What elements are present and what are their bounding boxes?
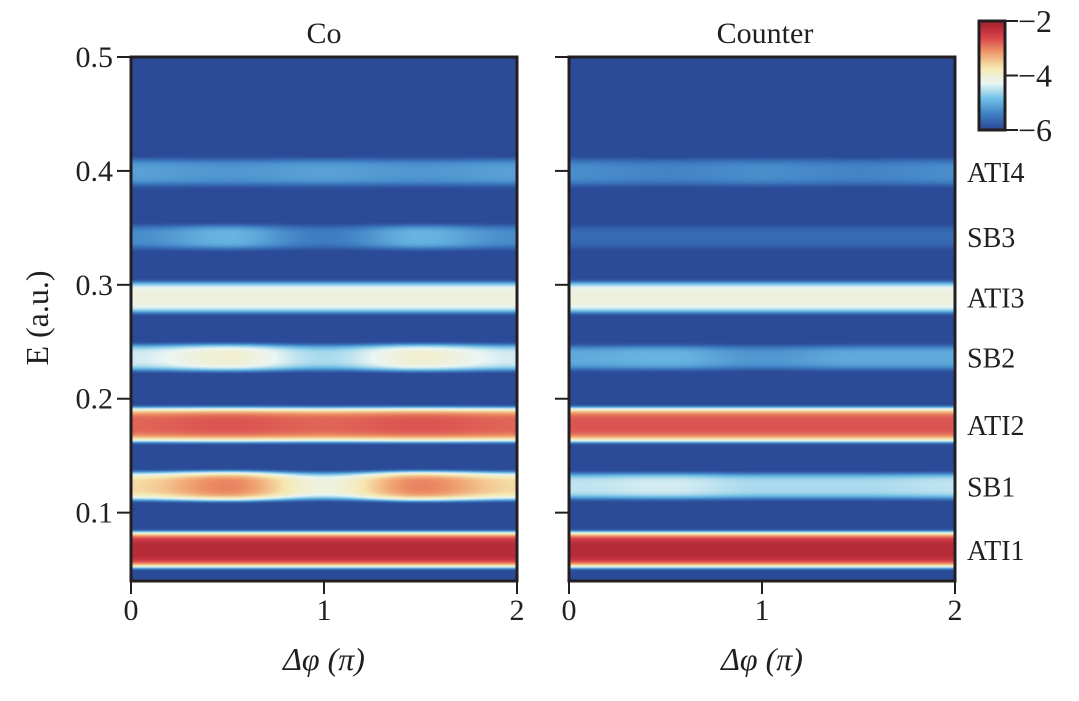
colorbar-tick-label: −4 — [1018, 58, 1052, 94]
panel-title-co: Co — [306, 17, 341, 50]
x-tick-label: 2 — [948, 594, 963, 627]
colorbar-tick-label: −6 — [1018, 112, 1052, 148]
panel-frame — [129, 55, 519, 583]
heatmap-counter — [569, 57, 955, 581]
band-label-sb3: SB3 — [967, 223, 1015, 254]
panel-title-counter: Counter — [717, 17, 814, 50]
x-axis-label-co: Δφ (π) — [281, 641, 365, 677]
y-tick-label: 0.3 — [76, 269, 114, 302]
band-label-ati1: ATI1 — [967, 536, 1025, 567]
colorbar-tick-label: −2 — [1018, 3, 1052, 39]
x-tick-label: 0 — [124, 594, 139, 627]
band-label-sb2: SB2 — [967, 344, 1015, 375]
x-axis-label-counter: Δφ (π) — [719, 641, 803, 677]
x-tick-label: 0 — [562, 594, 577, 627]
y-tick-label: 0.5 — [76, 41, 114, 74]
band-label-ati2: ATI2 — [967, 411, 1025, 442]
y-tick-label: 0.2 — [76, 383, 114, 416]
x-tick-label: 2 — [510, 594, 525, 627]
band-label-ati4: ATI4 — [967, 158, 1025, 189]
band-label-sb1: SB1 — [967, 472, 1015, 503]
band-label-ati3: ATI3 — [967, 283, 1025, 314]
colorbar-frame — [977, 19, 1007, 132]
heatmap-co — [131, 57, 517, 581]
panel-frame — [567, 55, 957, 583]
y-tick-label: 0.1 — [76, 497, 114, 530]
y-tick-label: 0.4 — [76, 155, 114, 188]
x-tick-label: 1 — [317, 594, 332, 627]
x-tick-label: 1 — [755, 594, 770, 627]
colorbar — [979, 21, 1005, 130]
y-axis-label: E (a.u.) — [19, 270, 55, 365]
